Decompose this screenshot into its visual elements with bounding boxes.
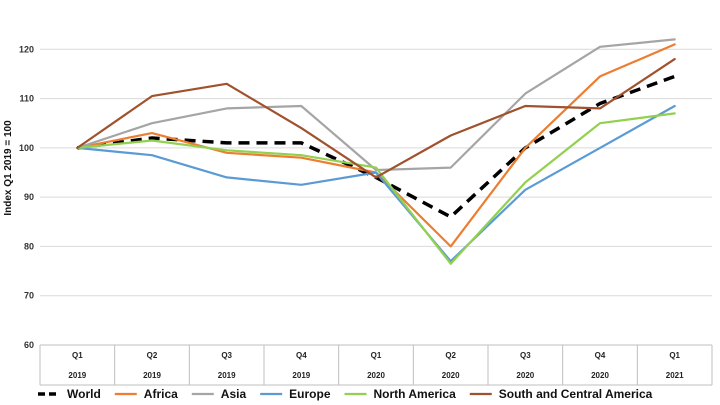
x-tick-year: 2021 bbox=[666, 371, 684, 380]
series-line-north-america bbox=[76, 112, 676, 265]
x-tick-year: 2020 bbox=[516, 371, 534, 380]
x-tick-year: 2020 bbox=[591, 371, 609, 380]
x-tick-year: 2019 bbox=[68, 371, 86, 380]
x-tick-quarter: Q3 bbox=[520, 351, 531, 360]
series-line-south-and-central-america bbox=[76, 57, 676, 179]
legend-label-africa: Africa bbox=[144, 387, 178, 401]
legend-label-world: World bbox=[67, 387, 101, 401]
series-line-asia bbox=[76, 38, 676, 172]
x-tick-quarter: Q4 bbox=[296, 351, 307, 360]
y-tick-label: 120 bbox=[19, 44, 34, 54]
grid-lines bbox=[40, 48, 712, 297]
y-axis-ticks: 60 70 80 90 100 110 120 bbox=[19, 44, 34, 350]
x-axis-table: Q1 2019 Q2 2019 Q3 2019 Q4 2019 Q1 2020 Q2 2020 Q3 20… bbox=[39, 344, 713, 386]
x-tick-quarter: Q1 bbox=[371, 351, 382, 360]
y-tick-label: 60 bbox=[24, 340, 34, 350]
y-tick-label: 90 bbox=[24, 192, 34, 202]
series-line-world bbox=[77, 74, 676, 219]
x-tick-year: 2019 bbox=[218, 371, 236, 380]
series-line-africa bbox=[76, 43, 676, 248]
x-tick-quarter: Q2 bbox=[147, 351, 158, 360]
x-tick-quarter: Q2 bbox=[445, 351, 456, 360]
x-tick-year: 2019 bbox=[143, 371, 161, 380]
y-tick-label: 80 bbox=[24, 241, 34, 251]
x-tick-year: 2020 bbox=[367, 371, 385, 380]
x-tick-quarter: Q1 bbox=[669, 351, 680, 360]
x-tick-quarter: Q1 bbox=[72, 351, 83, 360]
y-tick-label: 110 bbox=[19, 94, 34, 104]
legend-label-north-america: North America bbox=[374, 387, 457, 401]
series-line-europe bbox=[76, 104, 676, 263]
legend-label-south-and-central-america: South and Central America bbox=[499, 387, 653, 401]
x-tick-year: 2020 bbox=[442, 371, 460, 380]
y-tick-label: 100 bbox=[19, 143, 34, 153]
y-tick-label: 70 bbox=[24, 291, 34, 301]
x-tick-quarter: Q4 bbox=[595, 351, 606, 360]
y-axis-title: Index Q1 2019 = 100 bbox=[3, 120, 14, 216]
legend: World Africa Asia Europe North America South … bbox=[38, 387, 653, 401]
legend-label-asia: Asia bbox=[221, 387, 247, 401]
legend-label-europe: Europe bbox=[289, 387, 331, 401]
series-lines bbox=[76, 38, 676, 265]
x-tick-quarter: Q3 bbox=[221, 351, 232, 360]
x-tick-year: 2019 bbox=[292, 371, 310, 380]
